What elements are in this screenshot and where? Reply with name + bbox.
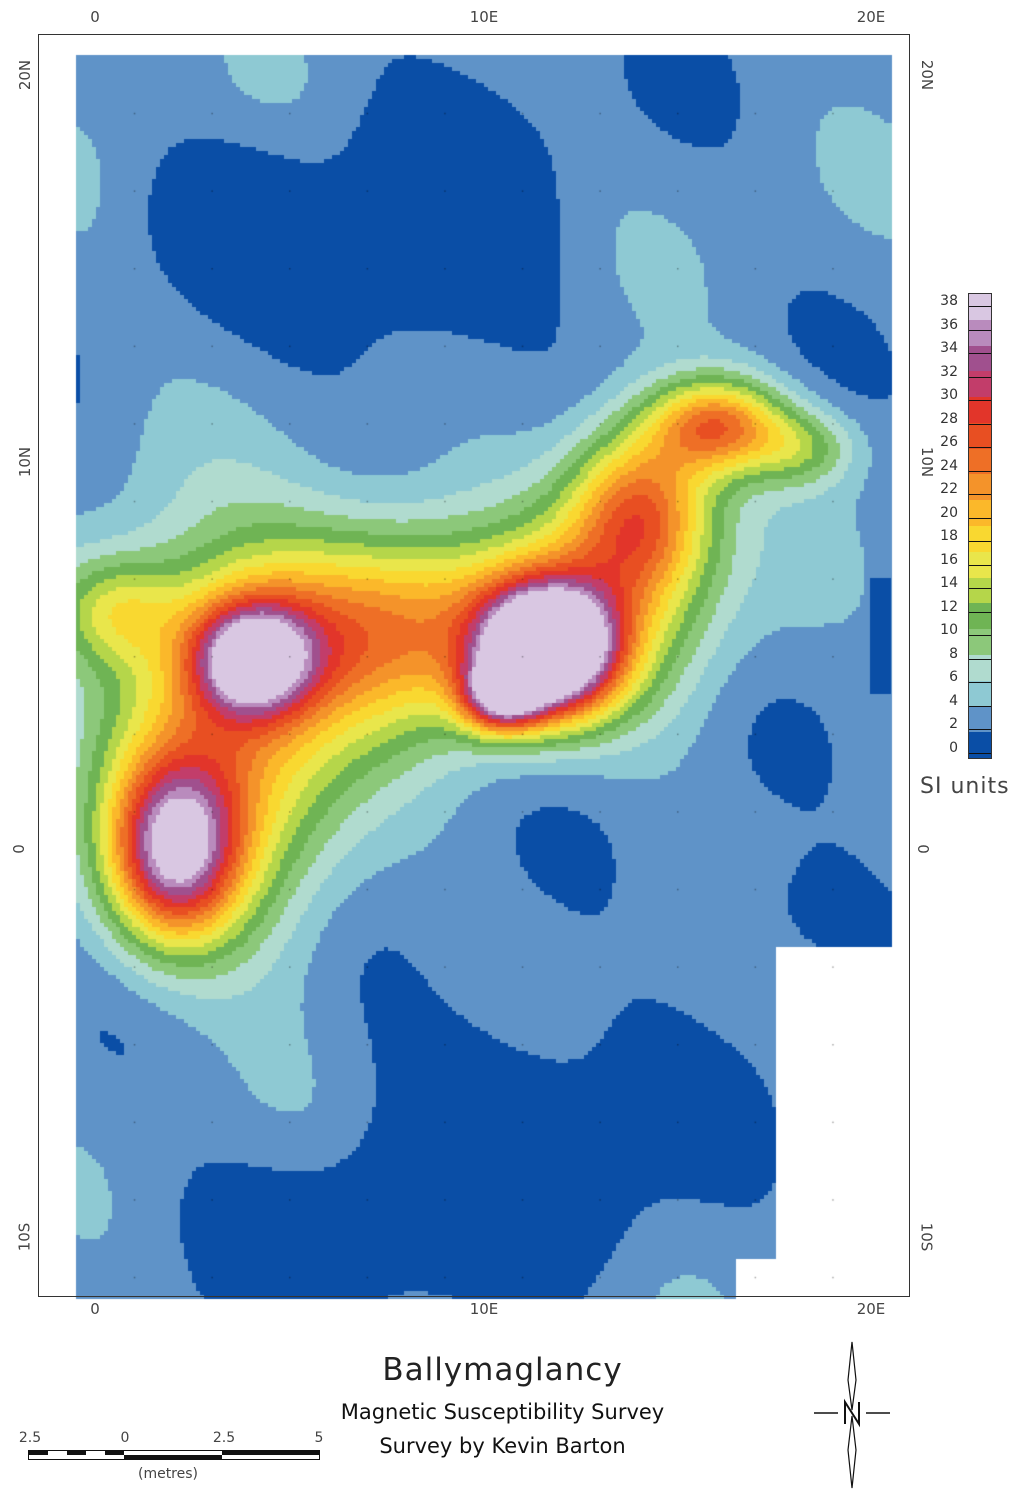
legend-tick-line bbox=[969, 729, 991, 731]
scale-bar: 2.5 0 2.5 5 (metres) bbox=[19, 1430, 328, 1490]
top-tick-0: 0 bbox=[90, 8, 100, 26]
map-subtitle: Magnetic Susceptibility Survey bbox=[340, 1400, 665, 1424]
legend-tick-line bbox=[969, 517, 991, 519]
scale-label-zero: 0 bbox=[120, 1430, 130, 1446]
top-tick-20e: 20E bbox=[856, 8, 886, 26]
legend-label: 36 bbox=[940, 316, 958, 333]
legend-tick-line bbox=[969, 494, 991, 496]
scale-segment bbox=[124, 1455, 222, 1459]
legend-swatch bbox=[969, 370, 991, 398]
legend-swatch bbox=[969, 499, 991, 526]
left-tick-10s: 10S bbox=[15, 1222, 34, 1252]
legend-tick-line bbox=[969, 447, 991, 449]
legend-label: 26 bbox=[940, 434, 958, 451]
legend-swatch bbox=[969, 602, 991, 630]
map-frame bbox=[38, 34, 910, 1297]
survey-credit: Survey by Kevin Barton bbox=[379, 1434, 626, 1458]
scale-unit: (metres) bbox=[137, 1466, 199, 1482]
right-tick-10s: 10S bbox=[917, 1222, 936, 1252]
legend-swatch bbox=[969, 731, 991, 758]
legend-swatch bbox=[969, 319, 991, 346]
map-title: Ballymaglancy bbox=[382, 1352, 623, 1388]
bottom-tick-20e: 20E bbox=[856, 1300, 886, 1318]
legend-tick-line bbox=[969, 353, 991, 355]
legend-swatch bbox=[969, 551, 991, 578]
legend-swatch bbox=[969, 577, 991, 604]
legend-swatch bbox=[969, 525, 991, 552]
legend-label: 30 bbox=[940, 387, 958, 404]
legend-label: 28 bbox=[940, 410, 958, 427]
legend-tick-line bbox=[969, 541, 991, 543]
legend-label: 18 bbox=[940, 528, 958, 545]
scale-label-mid: 2.5 bbox=[212, 1430, 236, 1446]
legend-swatch bbox=[969, 396, 991, 423]
legend-swatch bbox=[969, 422, 991, 449]
right-tick-0: 0 bbox=[913, 844, 932, 854]
legend-label: 2 bbox=[949, 716, 958, 733]
legend-swatch bbox=[969, 680, 991, 707]
legend-swatch bbox=[969, 705, 991, 733]
scale-segment bbox=[67, 1451, 86, 1455]
legend-swatch bbox=[969, 345, 991, 372]
legend-units: SI units bbox=[920, 774, 1010, 799]
left-tick-20n: 20N bbox=[16, 59, 35, 91]
scale-segment bbox=[29, 1451, 48, 1455]
legend-label: 6 bbox=[949, 669, 958, 686]
legend-tick-line bbox=[969, 329, 991, 331]
left-tick-0: 0 bbox=[9, 844, 28, 854]
scale-bar-graphic bbox=[28, 1450, 320, 1460]
legend-label: 10 bbox=[940, 622, 958, 639]
legend-label: 22 bbox=[940, 481, 958, 498]
susceptibility-map bbox=[0, 0, 1025, 1320]
legend-label: 24 bbox=[940, 457, 958, 474]
legend-tick-line bbox=[969, 400, 991, 402]
legend-tick-line bbox=[969, 753, 991, 754]
legend-label: 32 bbox=[940, 363, 958, 380]
color-legend bbox=[968, 293, 992, 759]
legend-tick-line bbox=[969, 306, 991, 307]
legend-swatch bbox=[969, 473, 991, 501]
legend-tick-line bbox=[969, 635, 991, 637]
legend-tick-line bbox=[969, 470, 991, 472]
scale-segment bbox=[222, 1451, 320, 1455]
legend-label: 38 bbox=[940, 293, 958, 309]
legend-label: 16 bbox=[940, 551, 958, 568]
legend-tick-line bbox=[969, 705, 991, 707]
legend-tick-line bbox=[969, 658, 991, 660]
bottom-tick-0: 0 bbox=[90, 1300, 100, 1318]
top-tick-10e: 10E bbox=[469, 8, 499, 26]
scale-label-end: 5 bbox=[314, 1430, 324, 1446]
legend-tick-line bbox=[969, 423, 991, 425]
legend-tick-line bbox=[969, 611, 991, 613]
legend-label: 14 bbox=[940, 575, 958, 592]
legend-label: 4 bbox=[949, 692, 958, 709]
legend-tick-line bbox=[969, 682, 991, 684]
legend-tick-line bbox=[969, 588, 991, 590]
scale-segment bbox=[105, 1451, 124, 1455]
left-tick-10n: 10N bbox=[16, 446, 35, 478]
north-arrow-icon bbox=[814, 1341, 890, 1489]
legend-swatch bbox=[969, 628, 991, 655]
legend-label: 12 bbox=[940, 598, 958, 615]
legend-label: 8 bbox=[949, 645, 958, 662]
bottom-tick-10e: 10E bbox=[469, 1300, 499, 1318]
legend-tick-line bbox=[969, 376, 991, 378]
legend-tick-line bbox=[969, 564, 991, 566]
legend-swatch bbox=[969, 448, 991, 475]
legend-label: 0 bbox=[949, 740, 958, 756]
legend-label: 34 bbox=[940, 340, 958, 357]
legend-label: 20 bbox=[940, 504, 958, 521]
scale-label-left: 2.5 bbox=[18, 1430, 42, 1446]
right-tick-20n: 20N bbox=[918, 59, 937, 91]
legend-swatch bbox=[969, 654, 991, 681]
